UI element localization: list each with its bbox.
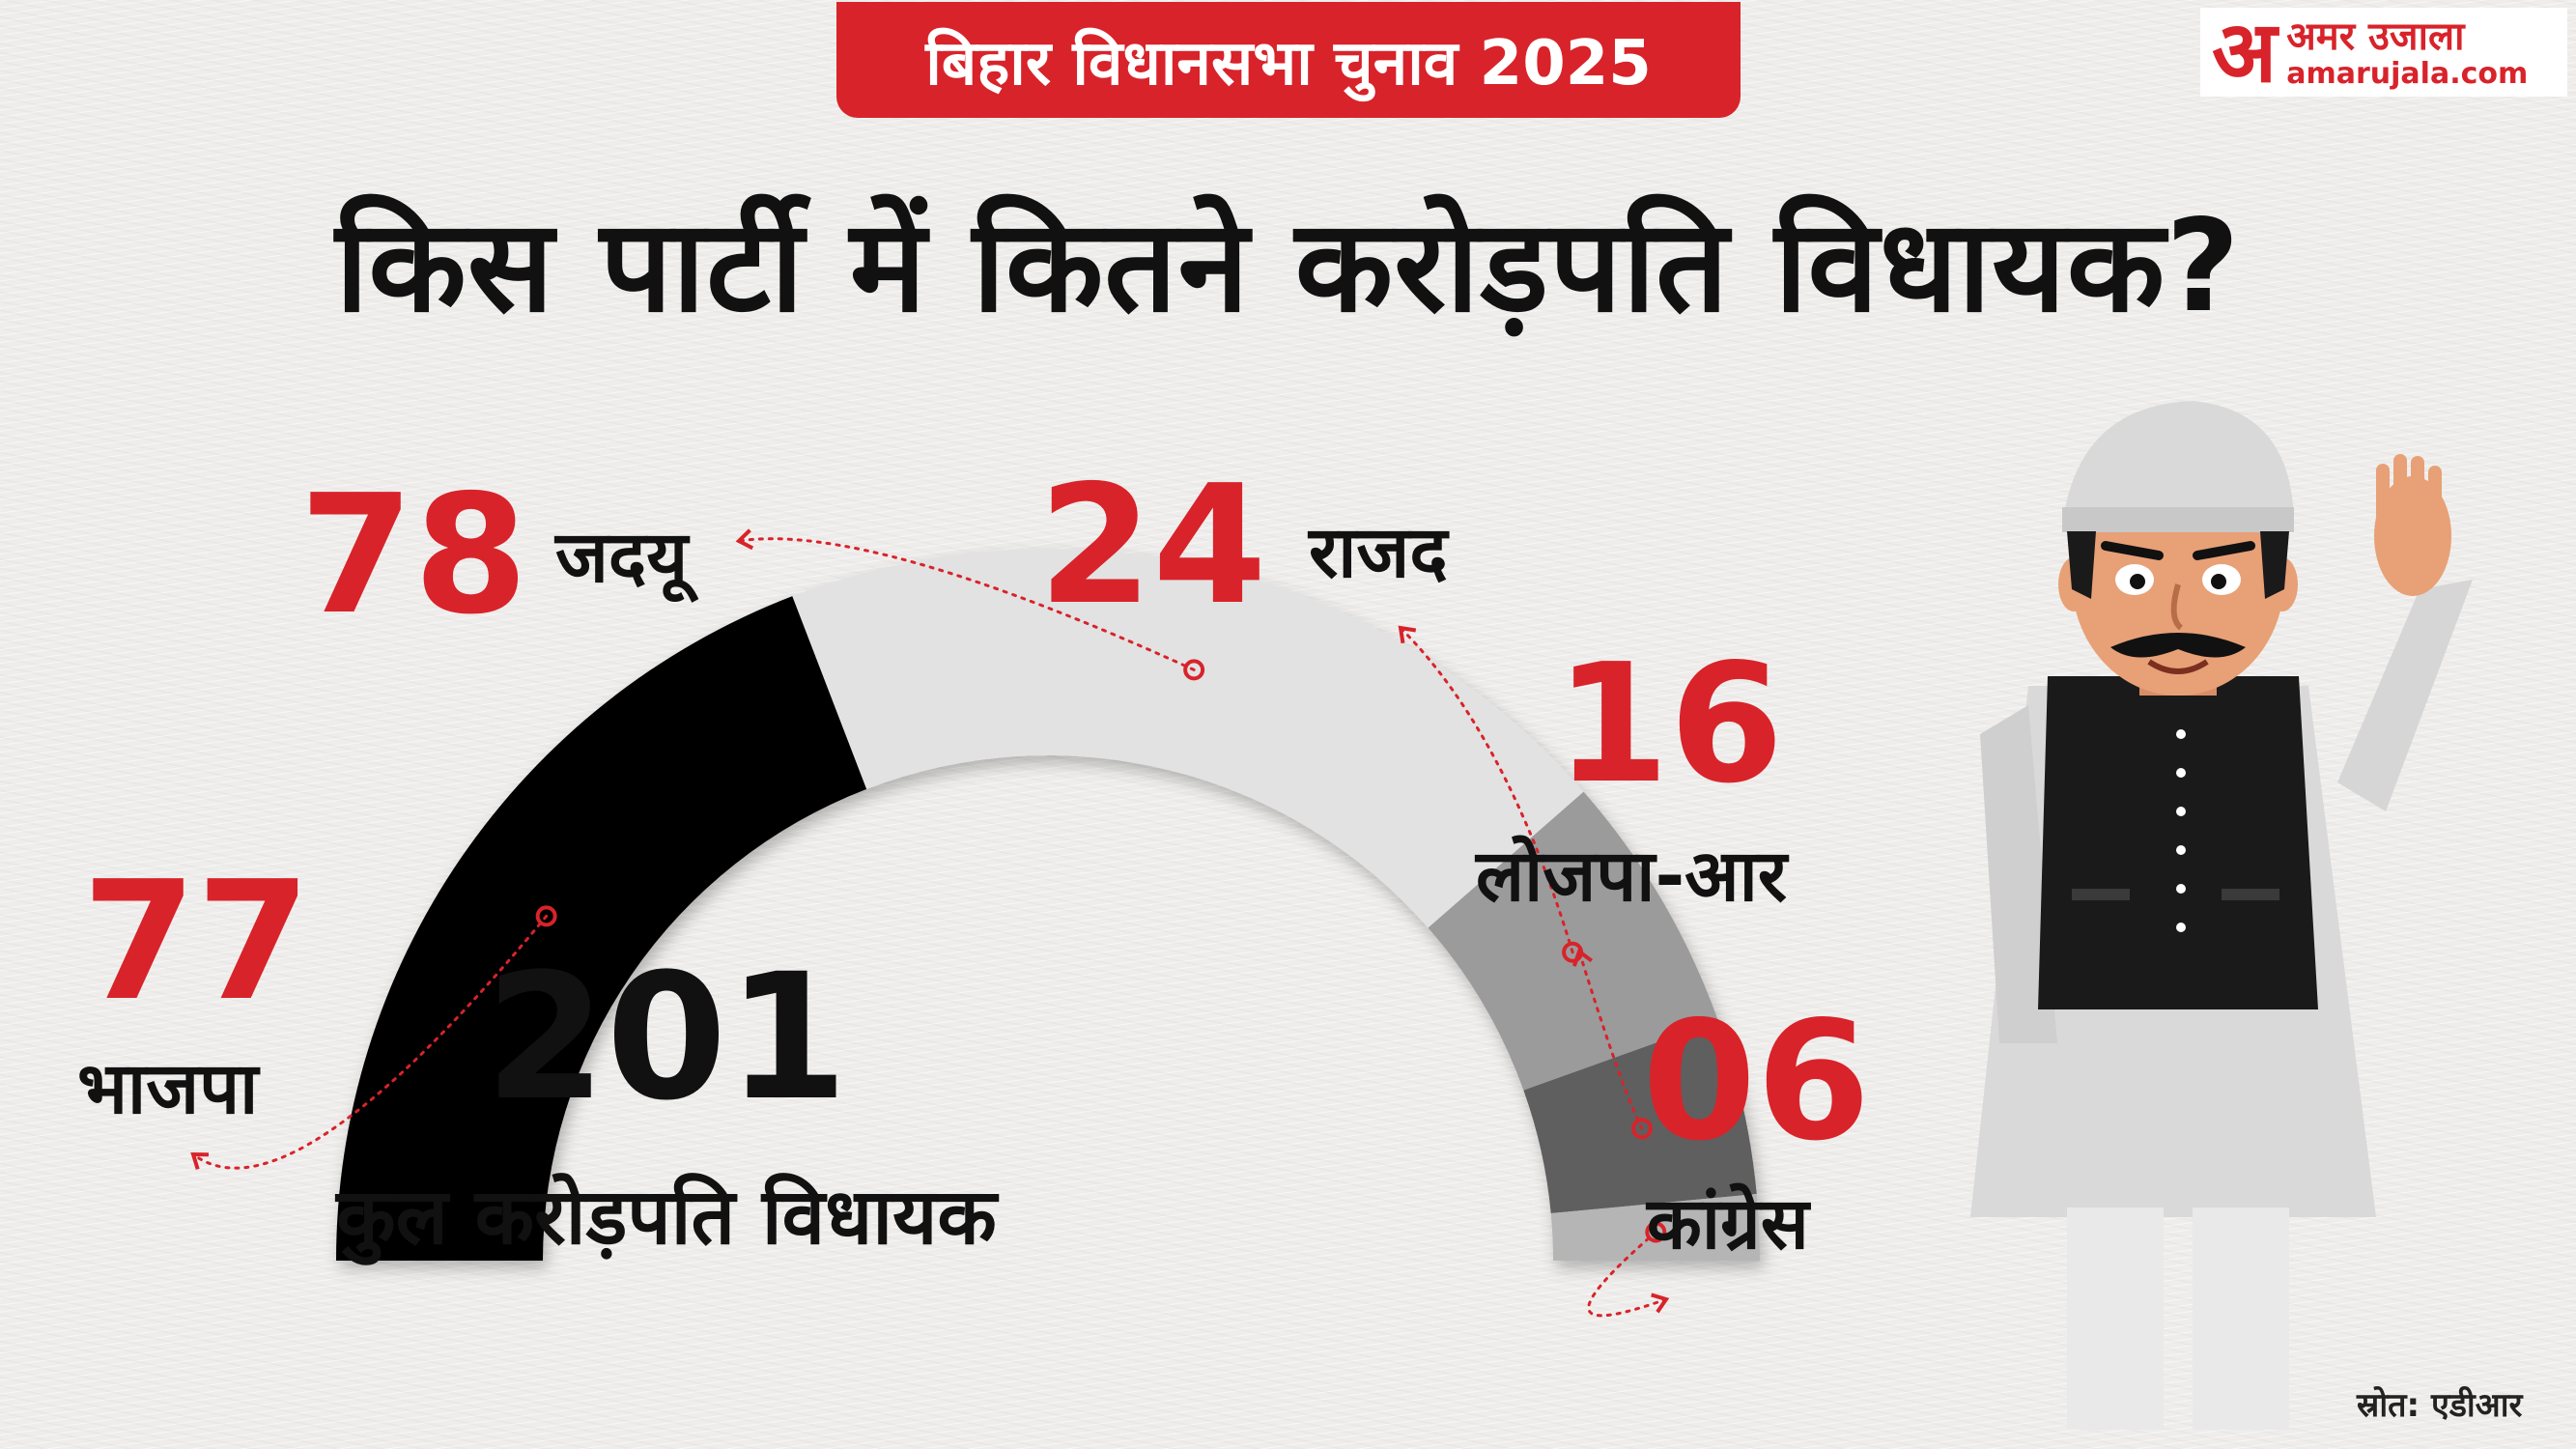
label-congress: कांग्रेस xyxy=(1647,1182,1809,1265)
arrowhead-icon xyxy=(1398,625,1417,644)
leader-line-jdu xyxy=(737,537,1196,671)
label-bjp: भाजपा xyxy=(77,1047,259,1130)
leader-dot-bjp xyxy=(535,905,557,927)
gauge-segment-ljpr xyxy=(1523,1020,1757,1214)
source-credit: स्रोत: एडीआर xyxy=(2357,1386,2523,1425)
brand-mark-icon: अ xyxy=(2212,2,2278,101)
label-jdu: जदयू xyxy=(555,516,689,599)
page-title: किस पार्टी में कितने करोड़पति विधायक? xyxy=(335,192,2241,341)
arrowhead-icon xyxy=(190,1151,210,1170)
leader-line-congress xyxy=(1587,1230,1668,1318)
value-congress: 06 xyxy=(1642,986,1871,1178)
header-badge: बिहार विधानसभा चुनाव 2025 xyxy=(836,2,1741,118)
brand-logo[interactable]: अ अमर उजाला amarujala.com xyxy=(2200,8,2567,97)
gauge-segment-congress xyxy=(1550,1193,1760,1261)
leader-dot-jdu xyxy=(1183,659,1205,681)
waving-hand-icon xyxy=(2374,454,2451,596)
brand-name: अमर उजाला xyxy=(2286,14,2465,59)
value-bjp: 77 xyxy=(82,846,311,1037)
value-jdu: 78 xyxy=(299,460,528,651)
label-rjd: राजद xyxy=(1309,511,1448,594)
value-rjd: 24 xyxy=(1038,450,1267,641)
gauge-segment-bjp xyxy=(336,596,867,1261)
politician-illustration xyxy=(1970,401,2473,1430)
label-ljpr: लोजपा-आर xyxy=(1476,835,1788,918)
total-value: 201 xyxy=(485,937,848,1139)
total-label: कुल करोड़पति विधायक xyxy=(336,1172,997,1262)
arrowhead-icon xyxy=(1651,1293,1670,1314)
arrowhead-icon xyxy=(1571,948,1594,967)
gauge-segment-rjd xyxy=(1428,791,1718,1091)
leader-dot-congress xyxy=(1645,1221,1667,1243)
brand-url: amarujala.com xyxy=(2286,56,2529,91)
leader-line-ljpr xyxy=(1577,950,1644,1130)
leader-line-rjd xyxy=(1399,626,1574,954)
leader-dot-ljpr xyxy=(1630,1118,1653,1140)
arrowhead-icon xyxy=(735,528,754,551)
value-ljpr: 16 xyxy=(1555,629,1784,820)
gauge-segment-jdu xyxy=(792,549,1584,928)
